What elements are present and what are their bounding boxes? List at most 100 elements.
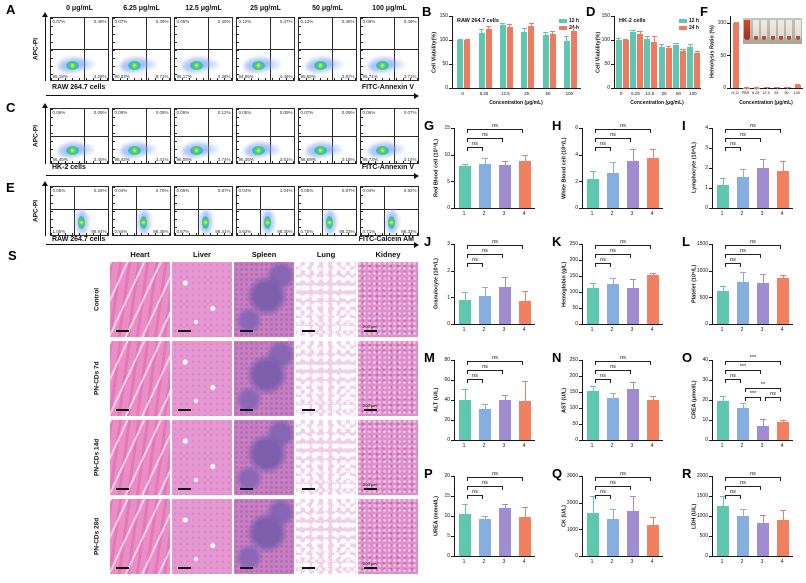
scale-bar [302, 487, 315, 490]
bar [459, 165, 471, 208]
y-tick-label: 0 [447, 437, 450, 444]
x-axis-ticks [237, 161, 294, 164]
flow-plot: 0.05% 0.40% 95.17% 4.38% [174, 17, 233, 81]
y-tick-label: 0 [575, 553, 578, 560]
x-tick-label: 4 [780, 211, 784, 217]
y-axis-label: CK (U/L) [561, 505, 568, 527]
x-axis-label: Concentration (μg/mL) [630, 100, 684, 106]
quadrant-label-lr: 98.36% [153, 229, 169, 234]
quadrant-hline [361, 136, 418, 137]
y-tick-label: 0 [705, 553, 708, 560]
quadrant-label-lr: 3.87% [341, 74, 355, 79]
panel-letter-S: S [8, 248, 17, 263]
significance-label: ns [740, 131, 746, 138]
plot-area: ns ns ns [582, 471, 663, 557]
quadrant-vline [197, 187, 199, 235]
y-tick-mark [709, 516, 712, 517]
y-tick-label: 2 [705, 165, 708, 172]
quadrant-hline [113, 208, 170, 210]
error-bar [481, 28, 482, 35]
legend-label: 24 h [688, 25, 699, 31]
y-axis-ticks [174, 109, 177, 163]
quadrant-label-ll: 0.75% [300, 229, 314, 234]
error-bar-cap [590, 496, 596, 497]
error-bar-cap [650, 273, 656, 275]
significance-label: ns [620, 470, 626, 477]
bar [717, 291, 729, 324]
quadrant-label-ul: 0.04% [238, 188, 252, 193]
x-tick-label: 100 [793, 91, 801, 95]
quadrant-label-ur: 0.87% [217, 188, 231, 193]
concentration-header: 25 μg/mL [250, 5, 281, 12]
significance-label: ns [730, 372, 736, 379]
significance-label: ns [740, 247, 746, 254]
legend-swatch [678, 25, 687, 31]
concentration-header: 12.5 μg/mL [185, 5, 222, 12]
histology-image-heart [110, 499, 170, 574]
panel-letter-O: O [682, 350, 693, 365]
bar [630, 31, 636, 88]
tube-hemolyzed [744, 20, 751, 40]
quadrant-vline [259, 187, 261, 235]
x-axis-ticks [175, 161, 232, 164]
significance-label: ns [610, 247, 616, 254]
quadrant-label-ll: 96.35% [238, 157, 254, 162]
panel-letter-B: B [422, 4, 432, 19]
x-tick-label: 1 [462, 559, 466, 565]
flow-y-axis-label: APC-PI [32, 124, 40, 148]
quadrant-label-ll: 96.69% [300, 157, 316, 162]
panel-letter-D: D [586, 4, 596, 19]
error-bar-cap [610, 392, 616, 394]
legend-label: 12 h [688, 18, 699, 24]
cell-line-label: RAW 264.7 cells [52, 236, 106, 243]
x-tick-label: 100 [689, 91, 697, 96]
significance-bracket [725, 361, 781, 365]
quadrant-label-ll: 95.17% [176, 74, 192, 79]
y-tick-label: 6 [575, 125, 578, 132]
y-axis-ticks [112, 187, 115, 235]
quadrant-label-ur: 0.36% [341, 19, 355, 24]
error-bar-cap [650, 148, 656, 150]
error-bar-cap [522, 381, 528, 382]
significance-bracket [595, 129, 651, 133]
bar [644, 39, 651, 88]
error-bar-cap [630, 381, 636, 383]
x-tick-label: 2 [610, 211, 614, 217]
quadrant-vline [321, 187, 323, 235]
bar [687, 47, 694, 88]
quadrant-label-ll: 90.83% [114, 74, 130, 79]
scatter-tail [388, 60, 405, 70]
x-tick-label: 1 [590, 559, 594, 565]
y-axis-ticks [112, 109, 115, 163]
group-row-label: Control [93, 287, 101, 312]
bar [519, 300, 531, 324]
x-tick-label: 1 [462, 443, 466, 449]
bar [777, 277, 789, 324]
significance-label: ns [482, 363, 488, 370]
error-bar [742, 169, 744, 179]
tube-clear [777, 20, 784, 40]
y-tick-label: 1500 [696, 241, 708, 248]
x-tick-label: 12.5 [645, 91, 655, 96]
error-bar-cap [522, 155, 528, 157]
x-tick-label: 3 [630, 559, 634, 565]
error-bar-cap [650, 395, 656, 397]
bar [647, 525, 659, 556]
y-axis-label: LDH (U/L) [691, 503, 698, 529]
error-bar-cap [780, 161, 786, 162]
significance-label: ns [482, 131, 488, 138]
group-row-label: PN-CDs 7d [93, 361, 101, 396]
y-axis-label: AST (U/L) [561, 387, 568, 413]
y-axis-ticks [236, 187, 239, 235]
quadrant-label-lr: 98.30% [277, 229, 293, 234]
error-bar [488, 25, 489, 32]
y-tick-label: 3 [705, 145, 708, 152]
error-bar [653, 35, 655, 45]
y-axis-line [45, 108, 47, 164]
error-bar [523, 28, 525, 34]
y-tick-label: 2000 [566, 500, 578, 507]
y-tick-mark [449, 64, 452, 65]
quadrant-label-lr: 98.64% [91, 229, 107, 234]
y-tick-label: 1000 [696, 268, 708, 275]
y-tick-label: 20 [444, 417, 450, 424]
